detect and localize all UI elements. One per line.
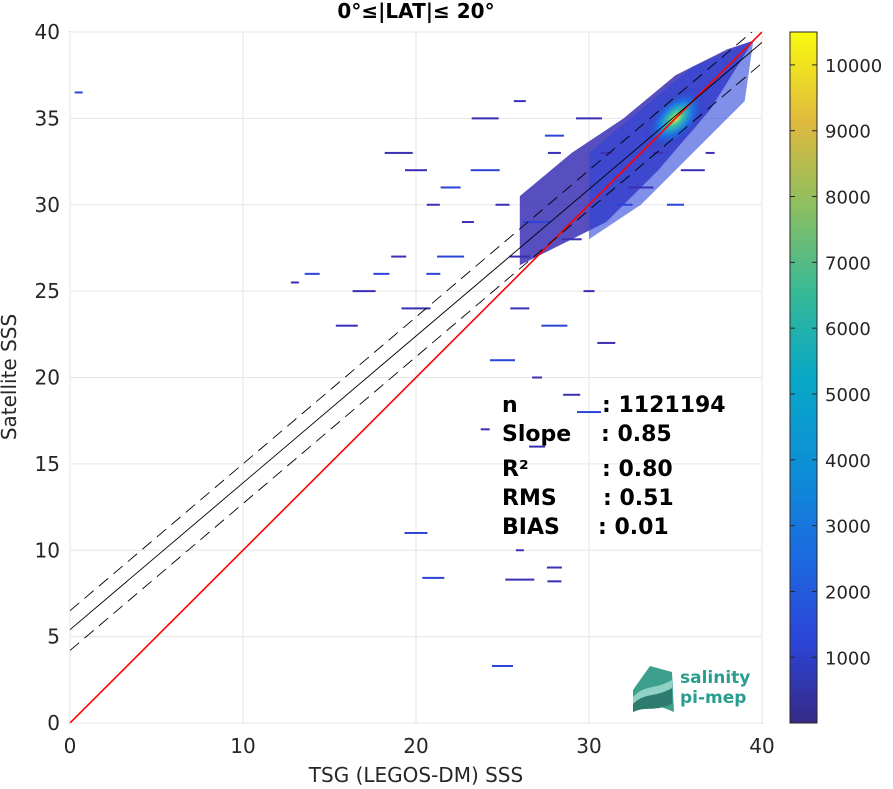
y-tick-label: 40 [35, 20, 60, 44]
scatter-point [437, 255, 465, 258]
x-tick-label: 30 [576, 734, 601, 758]
x-tick-labels: 0 10 20 30 40 [64, 734, 775, 758]
scatter-point [404, 531, 428, 534]
scatter-point [495, 203, 510, 206]
scatter-point [509, 255, 531, 258]
colorbar-tick-label: 3000 [825, 517, 871, 538]
colorbar [789, 31, 818, 724]
colorbar-tick-labels: 1000 2000 3000 4000 5000 6000 7000 8000 9000 1000… [790, 56, 882, 669]
colorbar-tick-label: 9000 [825, 122, 871, 143]
scatter-point [515, 549, 524, 552]
scatter-point [426, 272, 441, 275]
y-tick-label: 25 [35, 279, 60, 303]
x-tick-label: 0 [64, 734, 77, 758]
scatter-point [505, 578, 535, 581]
scatter-point [471, 117, 499, 120]
scatter-point [532, 376, 543, 379]
scatter-point [541, 324, 568, 327]
y-tick-label: 20 [35, 366, 60, 390]
colorbar-tick-label: 2000 [825, 582, 871, 603]
y-tick-label: 0 [47, 711, 60, 735]
scatter-point [667, 203, 684, 206]
scatter-point [373, 272, 390, 275]
scatter-point [583, 290, 595, 293]
stat-rms-label: RMS [502, 486, 557, 511]
x-axis-label: TSG (LEGOS-DM) SSS [308, 763, 523, 787]
stat-slope-value: : 0.85 [601, 422, 672, 447]
scatter-point [547, 151, 561, 154]
stat-rms-value: : 0.51 [603, 486, 674, 511]
colorbar-tick-label: 7000 [825, 253, 871, 274]
scatter-point [523, 221, 552, 224]
stat-bias-label: BIAS [502, 515, 560, 540]
stat-r2-label: R² [502, 457, 529, 482]
y-tick-label: 35 [35, 106, 60, 130]
scatter-point [304, 272, 320, 275]
stat-r2-value: : 0.80 [602, 457, 673, 482]
colorbar-tick-label: 10000 [825, 56, 882, 77]
y-tick-labels: 0 5 10 15 20 25 30 35 40 [35, 20, 60, 735]
scatter-point [547, 580, 562, 583]
scatter-point [470, 169, 500, 172]
scatter-point [440, 186, 461, 189]
scatter-point [352, 290, 376, 293]
fit-lines [70, 32, 762, 723]
scatter-point [492, 664, 513, 667]
stat-n-value: : 1121194 [602, 393, 726, 418]
identity-line [70, 32, 762, 723]
scatter-point [576, 117, 602, 120]
scatter-point [335, 324, 358, 327]
scatter-point [480, 428, 490, 431]
chart-title: 0°≤|LAT|≤ 20° [337, 0, 494, 23]
scatter-point [426, 203, 440, 206]
colorbar-tick-label: 8000 [825, 188, 871, 209]
scatter-point [510, 307, 530, 310]
y-axis-label: Satellite SSS [0, 314, 21, 440]
scatter-point [422, 576, 445, 579]
y-tick-label: 10 [35, 538, 60, 562]
salinity-pi-mep-logo: salinity pi-mep [633, 666, 750, 712]
stat-bias-value: : 0.01 [598, 515, 669, 540]
scatter-point [680, 169, 705, 172]
stat-n-label: n [502, 393, 518, 418]
scatter-point [529, 445, 546, 448]
scatter-point [544, 134, 564, 137]
scatter-point [597, 341, 616, 344]
scatter-point [561, 238, 582, 241]
x-tick-label: 40 [749, 734, 774, 758]
x-tick-label: 20 [403, 734, 428, 758]
scatter-point [384, 151, 413, 154]
scatter-point [513, 100, 526, 103]
scatter-point [653, 151, 664, 154]
logo-line1: salinity [680, 668, 750, 688]
wave-icon [633, 666, 674, 712]
y-tick-label: 5 [47, 625, 60, 649]
colorbar-tick-label: 6000 [825, 319, 871, 340]
scatter-point [563, 393, 581, 396]
scatter-point [628, 186, 654, 189]
regression-line [70, 42, 762, 631]
scatter-point [290, 281, 299, 284]
colorbar-tick-label: 5000 [825, 385, 871, 406]
y-tick-label: 15 [35, 452, 60, 476]
scatter-point [391, 255, 407, 258]
scatter-point [600, 151, 612, 154]
stats-block: n : 1121194 Slope : 0.85 R² : 0.80 RMS :… [502, 393, 726, 540]
colorbar-tick-label: 4000 [825, 451, 871, 472]
scatter-point [490, 359, 515, 362]
scatter-point [705, 151, 715, 154]
y-tick-label: 30 [35, 193, 60, 217]
colorbar-tick-label: 1000 [825, 648, 871, 669]
x-tick-label: 10 [230, 734, 255, 758]
logo-line2: pi-mep [680, 688, 746, 708]
scatter-point [577, 411, 601, 414]
stat-slope-label: Slope [502, 422, 571, 447]
scatter-point [74, 91, 83, 94]
scatter-point [461, 221, 474, 224]
scatter-point [405, 169, 427, 172]
scatter-point [614, 203, 633, 206]
scatter-point [546, 566, 562, 569]
scatter-point [401, 307, 431, 310]
